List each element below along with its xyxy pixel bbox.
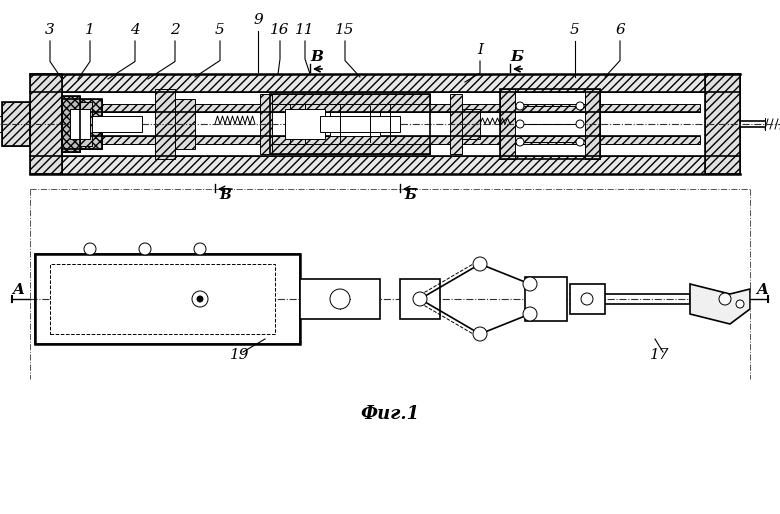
Bar — [155, 89, 175, 159]
Text: В: В — [310, 50, 324, 64]
Bar — [30, 156, 740, 174]
Bar — [30, 74, 740, 92]
Text: 1: 1 — [85, 23, 95, 37]
Text: Б: Б — [404, 188, 416, 202]
Circle shape — [576, 120, 584, 128]
Bar — [62, 96, 80, 152]
Text: 5: 5 — [215, 23, 225, 37]
Text: A: A — [756, 283, 768, 297]
Text: 3: 3 — [45, 23, 55, 37]
Bar — [300, 279, 380, 319]
Bar — [270, 144, 430, 154]
Text: I: I — [477, 43, 483, 57]
Bar — [400, 279, 440, 319]
Circle shape — [139, 243, 151, 255]
Text: 11: 11 — [296, 23, 315, 37]
Bar — [285, 109, 325, 139]
Text: A: A — [12, 283, 24, 297]
Circle shape — [473, 257, 487, 271]
Circle shape — [197, 296, 203, 302]
Circle shape — [736, 300, 744, 308]
Bar — [500, 89, 600, 159]
Circle shape — [413, 292, 427, 306]
Bar — [35, 254, 300, 344]
Circle shape — [581, 293, 593, 305]
Bar — [585, 89, 600, 159]
Bar — [92, 116, 142, 132]
Circle shape — [516, 120, 524, 128]
Circle shape — [473, 327, 487, 341]
Bar — [80, 102, 92, 146]
Bar — [30, 74, 62, 174]
Bar — [85, 104, 700, 112]
Bar — [450, 94, 462, 154]
Text: 2: 2 — [170, 23, 180, 37]
Bar — [330, 112, 380, 136]
Bar — [270, 94, 430, 154]
Bar — [462, 109, 480, 139]
Circle shape — [516, 102, 524, 110]
Bar — [62, 96, 80, 152]
Circle shape — [84, 243, 96, 255]
Bar — [30, 74, 62, 174]
Text: 16: 16 — [270, 23, 289, 37]
Text: 6: 6 — [615, 23, 625, 37]
Circle shape — [194, 243, 206, 255]
Text: 4: 4 — [130, 23, 140, 37]
Bar — [2, 102, 30, 146]
Bar — [50, 264, 275, 334]
Bar — [2, 102, 30, 146]
Bar — [705, 74, 740, 174]
Text: 5: 5 — [570, 23, 580, 37]
Bar — [260, 94, 272, 154]
Circle shape — [576, 138, 584, 146]
Circle shape — [523, 307, 537, 321]
Bar — [70, 109, 90, 139]
Circle shape — [516, 138, 524, 146]
Circle shape — [192, 291, 208, 307]
Text: 9: 9 — [254, 13, 263, 27]
Bar — [500, 89, 515, 159]
Bar — [62, 99, 102, 149]
Circle shape — [719, 293, 731, 305]
Text: 17: 17 — [651, 348, 670, 362]
Bar — [35, 254, 300, 344]
Circle shape — [523, 277, 537, 291]
Circle shape — [330, 289, 350, 309]
Bar — [570, 284, 605, 314]
Bar — [175, 99, 195, 149]
Text: В: В — [219, 188, 231, 202]
Polygon shape — [690, 284, 750, 324]
Text: Фиг.1: Фиг.1 — [360, 405, 420, 423]
Bar — [85, 136, 700, 144]
Bar — [320, 116, 400, 132]
Bar — [525, 277, 567, 321]
Bar — [290, 104, 305, 144]
Circle shape — [576, 102, 584, 110]
Text: Б: Б — [510, 50, 523, 64]
Bar — [705, 74, 740, 174]
Text: 15: 15 — [335, 23, 355, 37]
Bar — [62, 99, 102, 149]
Bar — [270, 94, 430, 104]
Text: 19: 19 — [230, 348, 250, 362]
